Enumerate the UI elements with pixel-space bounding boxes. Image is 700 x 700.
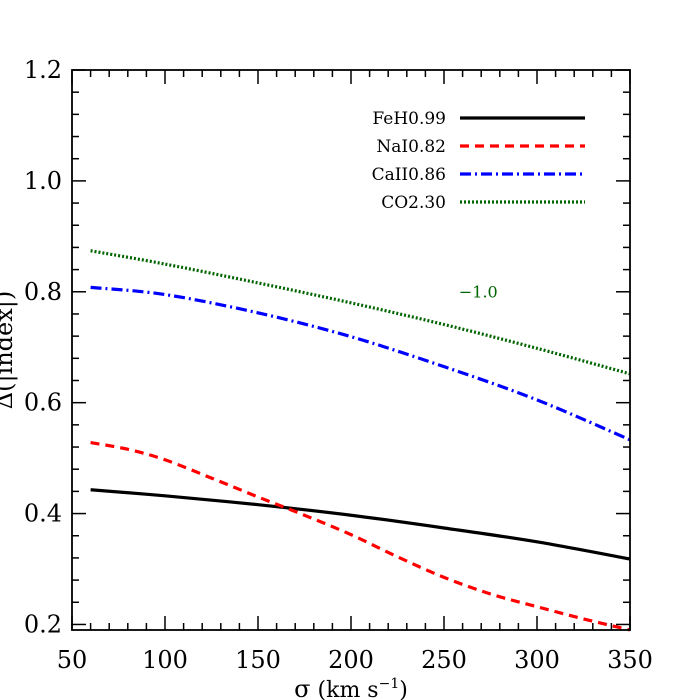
- x-tick-label: 300: [514, 646, 560, 674]
- legend-label-1: NaI0.82: [376, 137, 446, 157]
- x-tick-label: 250: [421, 646, 467, 674]
- series-line-3: [90, 249, 631, 376]
- ticks-layer: [71, 69, 631, 630]
- x-axis-label-unit: (km s: [311, 678, 379, 700]
- y-tick-label: 0.2: [24, 610, 62, 638]
- legend: FeH0.99 NaI0.82 CaII0.86 CO2.30: [372, 109, 585, 213]
- y-tick-label: 0.8: [24, 278, 62, 306]
- legend-label-2: CaII0.86: [372, 165, 446, 185]
- series-layer: [90, 249, 631, 632]
- x-tick-label: 350: [607, 646, 653, 674]
- x-tick-label: 200: [328, 646, 374, 674]
- legend-label-0: FeH0.99: [372, 109, 446, 129]
- x-axis-label-symbol: σ: [294, 675, 310, 700]
- series-line-2: [90, 285, 631, 442]
- annotation-label: −1.0: [459, 282, 498, 301]
- y-axis-label: Δ(|index|): [0, 291, 19, 409]
- y-tick-label: 1.2: [24, 56, 62, 84]
- x-tick-label: 50: [57, 646, 88, 674]
- legend-label-3: CO2.30: [381, 193, 446, 213]
- x-axis-label-exponent: −1: [379, 676, 400, 692]
- series-line-1: [90, 441, 631, 632]
- x-tick-label: 100: [142, 646, 188, 674]
- x-axis-label-close: ): [399, 678, 408, 700]
- x-tick-label: 150: [235, 646, 281, 674]
- y-tick-label: 0.6: [24, 389, 62, 417]
- y-tick-label: 0.4: [24, 500, 62, 528]
- y-tick-label: 1.0: [24, 167, 62, 195]
- series-line-0: [90, 488, 631, 561]
- tick-labels: 50 100 150 200 250 300 350 0.2 0.4 0.6 0.8 1.0 1.2: [24, 56, 653, 674]
- plot-frame: [71, 69, 631, 631]
- x-axis-label: σ (km s−1): [294, 675, 408, 700]
